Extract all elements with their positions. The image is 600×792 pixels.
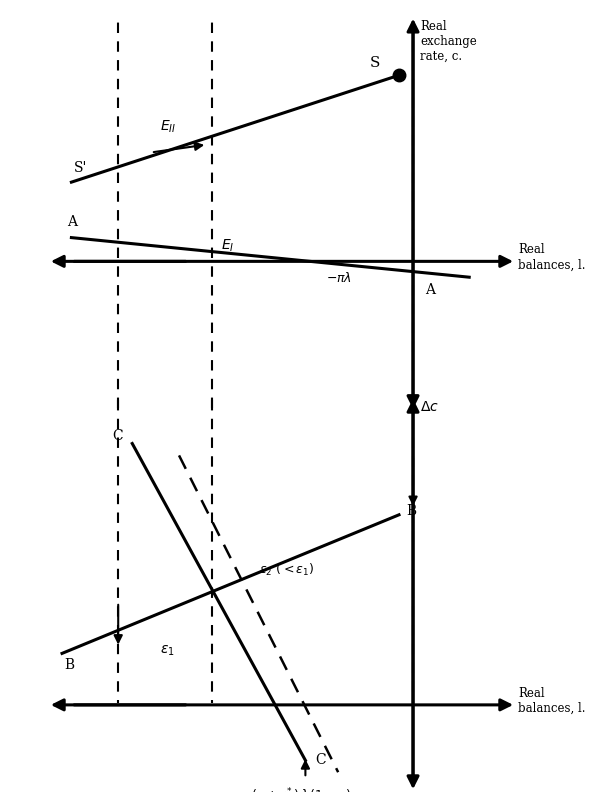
Text: $-(\pi + r^*)\,\lambda\,(1-\tau)$: $-(\pi + r^*)\,\lambda\,(1-\tau)$ (241, 786, 351, 792)
Text: B: B (64, 658, 74, 672)
Text: $\varepsilon_2\ (<\varepsilon_1)$: $\varepsilon_2\ (<\varepsilon_1)$ (259, 562, 314, 578)
Text: $-\pi\lambda$: $-\pi\lambda$ (326, 271, 352, 285)
Text: S': S' (74, 162, 87, 175)
Text: A: A (425, 283, 435, 297)
Text: Real
balances, l.: Real balances, l. (518, 243, 586, 272)
Text: Real
balances, l.: Real balances, l. (518, 687, 586, 715)
Text: A: A (67, 215, 77, 229)
Text: C: C (112, 428, 123, 443)
Text: Real
exchange
rate, c.: Real exchange rate, c. (420, 20, 477, 63)
Text: C: C (315, 753, 325, 767)
Text: S: S (370, 56, 380, 70)
Text: B: B (406, 504, 416, 518)
Text: $E_I$: $E_I$ (221, 238, 235, 254)
Text: $\varepsilon_1$: $\varepsilon_1$ (160, 643, 175, 658)
Text: $\Delta c$: $\Delta c$ (420, 400, 439, 414)
Text: $E_{II}$: $E_{II}$ (160, 119, 177, 135)
